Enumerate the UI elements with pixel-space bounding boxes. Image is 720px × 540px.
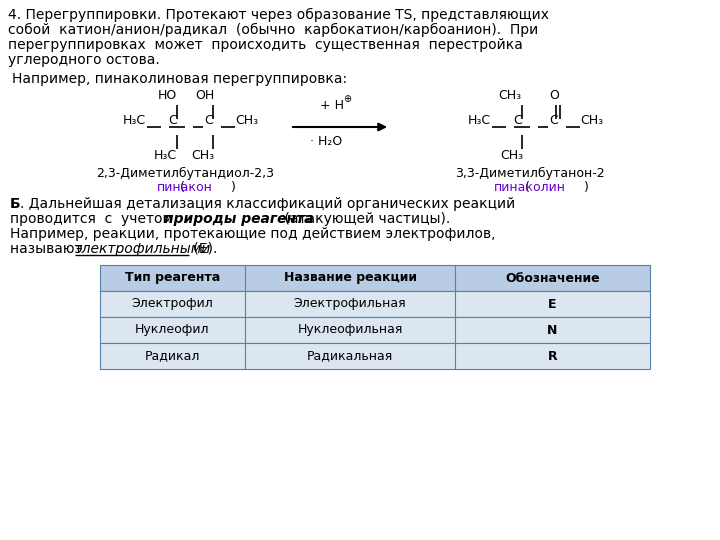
Text: CH₃: CH₃ <box>580 114 603 127</box>
Text: C: C <box>204 114 213 127</box>
Text: R: R <box>548 349 557 362</box>
Text: ⊕: ⊕ <box>343 94 351 104</box>
Text: CH₃: CH₃ <box>235 114 258 127</box>
Bar <box>100 343 650 369</box>
Text: 3,3-Диметилбутанон-2: 3,3-Диметилбутанон-2 <box>455 167 605 180</box>
Text: Нуклеофил: Нуклеофил <box>135 323 210 336</box>
Text: . Дальнейшая детализация классификаций органических реакций: . Дальнейшая детализация классификаций о… <box>20 197 516 211</box>
Text: пинакон: пинакон <box>157 181 213 194</box>
Text: Радикал: Радикал <box>145 349 200 362</box>
Text: пинаколин: пинаколин <box>494 181 566 194</box>
Text: (: ( <box>525 181 530 194</box>
Text: + H: + H <box>320 99 344 112</box>
Text: CH₃: CH₃ <box>498 89 521 102</box>
Text: ): ) <box>231 181 236 194</box>
Text: Тип реагента: Тип реагента <box>125 272 220 285</box>
Text: E: E <box>548 298 557 310</box>
Text: C: C <box>513 114 523 127</box>
Text: H₃C: H₃C <box>153 149 176 162</box>
Text: (атакующей частицы).: (атакующей частицы). <box>280 212 450 226</box>
Text: HO: HO <box>158 89 176 102</box>
Text: собой  катион/анион/радикал  (обычно  карбокатион/карбоанион).  При: собой катион/анион/радикал (обычно карбо… <box>8 23 539 37</box>
Bar <box>100 265 650 291</box>
Text: 4. Перегруппировки. Протекают через образование TS, представляющих: 4. Перегруппировки. Протекают через обра… <box>8 8 549 22</box>
Text: Название реакции: Название реакции <box>284 272 416 285</box>
Text: Обозначение: Обозначение <box>505 272 600 285</box>
Text: (: ( <box>180 181 185 194</box>
Text: Нуклеофильная: Нуклеофильная <box>297 323 402 336</box>
Text: C: C <box>549 114 559 127</box>
Text: называют: называют <box>10 242 87 256</box>
Text: электрофильными: электрофильными <box>75 242 211 256</box>
Bar <box>100 291 650 317</box>
Text: перегруппировках  может  происходить  существенная  перестройка: перегруппировках может происходить сущес… <box>8 38 523 52</box>
Text: CH₃: CH₃ <box>500 149 523 162</box>
Text: OH: OH <box>195 89 215 102</box>
Text: N: N <box>547 323 558 336</box>
Text: Радикальная: Радикальная <box>307 349 393 362</box>
Text: H₃C: H₃C <box>123 114 146 127</box>
Text: Электрофильная: Электрофильная <box>294 298 406 310</box>
Text: (Е).: (Е). <box>189 242 217 256</box>
Text: ): ) <box>584 181 589 194</box>
Text: H₃C: H₃C <box>468 114 491 127</box>
Text: C: C <box>168 114 177 127</box>
Text: Например, пинаколиновая перегруппировка:: Например, пинаколиновая перегруппировка: <box>12 72 347 86</box>
Text: · H₂O: · H₂O <box>310 135 342 148</box>
Text: природы реагента: природы реагента <box>164 212 313 226</box>
Text: проводится  с  учетом: проводится с учетом <box>10 212 181 226</box>
Bar <box>100 317 650 343</box>
Text: CH₃: CH₃ <box>192 149 215 162</box>
Text: Электрофил: Электрофил <box>132 298 213 310</box>
Text: O: O <box>549 89 559 102</box>
Text: 2,3-Диметилбутандиол-2,3: 2,3-Диметилбутандиол-2,3 <box>96 167 274 180</box>
Text: Б: Б <box>10 197 21 211</box>
Text: Например, реакции, протекающие под действием электрофилов,: Например, реакции, протекающие под дейст… <box>10 227 495 241</box>
Text: углеродного остова.: углеродного остова. <box>8 53 160 67</box>
